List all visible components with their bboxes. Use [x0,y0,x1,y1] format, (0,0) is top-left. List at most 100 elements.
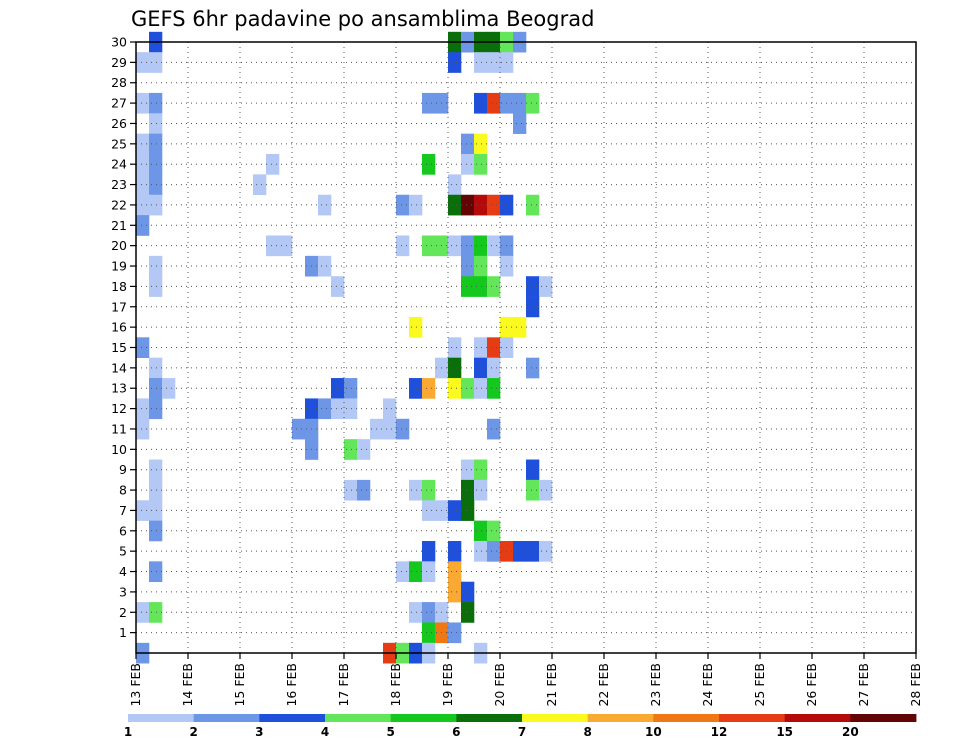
colorbar-label: 1 [124,725,132,739]
heatmap-cell [149,479,163,501]
heatmap-cell [474,154,488,175]
heatmap-cell [253,174,267,196]
heatmap-cell [292,418,306,440]
heatmap-cell [409,194,423,216]
heatmap-cell [344,378,358,399]
heatmap-cell [526,357,540,379]
heatmap-cell [461,154,475,175]
colorbar-label: 2 [189,725,197,739]
heatmap-cell [422,235,436,257]
y-tick-label: 6 [119,523,127,538]
heatmap-cell [487,540,501,562]
colorbar-swatch [653,714,720,722]
y-tick-label: 2 [119,605,127,620]
heatmap-cell [474,378,488,399]
heatmap-cell [266,235,280,257]
heatmap-cell [149,398,163,420]
y-tick-label: 7 [119,503,127,518]
y-tick-label: 30 [111,35,127,50]
heatmap-cell [474,255,488,277]
heatmap-cell [448,194,462,216]
heatmap-cell [136,154,150,175]
colorbar-swatch [325,714,392,722]
x-tick-label: 13 FEB [128,663,143,707]
y-tick-label: 14 [111,360,127,375]
x-tick-label: 20 FEB [492,663,507,707]
heatmap-cell [461,235,475,257]
heatmap-cell [357,479,371,501]
y-tick-label: 23 [111,177,127,192]
y-tick-label: 8 [119,483,127,498]
colorbar-swatch [456,714,523,722]
y-tick-label: 5 [119,544,127,559]
heatmap-cell [422,479,436,501]
x-tick-label: 14 FEB [180,663,195,707]
colorbar-label: 3 [255,725,263,739]
heatmap-cell [448,500,462,521]
heatmap-cell [461,479,475,501]
heatmap-cell [448,174,462,196]
colorbar-swatch [193,714,260,722]
heatmap-cell [474,459,488,481]
heatmap-cell [409,316,423,338]
heatmap-cell [149,92,163,114]
heatmap-cell [461,602,475,623]
x-tick-label: 25 FEB [752,663,767,707]
heatmap-cell [474,276,488,297]
heatmap-cell [526,479,540,501]
heatmap-cell [474,357,488,379]
heatmap-cell [461,276,475,297]
heatmap-cell [539,276,553,297]
x-tick-label: 28 FEB [908,663,923,707]
heatmap-cell [318,255,332,277]
heatmap-cell [487,337,501,358]
x-axis: 13 FEB 14 FEB 15 FEB 16 FEB 17 FEB 18 FEB 19 F… [128,653,923,707]
heatmap-cell [422,561,436,583]
heatmap-cell [474,92,488,114]
y-tick-label: 26 [111,116,127,131]
heatmap-cell [474,540,488,562]
heatmap-cell [513,113,527,134]
heatmap-cell [422,92,436,114]
heatmap-cell [162,378,176,399]
heatmap-cell [513,316,527,338]
heatmap-cell [149,357,163,379]
heatmap-cell [136,194,150,216]
y-tick-label: 3 [119,584,127,599]
heatmap-cell [448,378,462,399]
y-tick-label: 12 [111,401,127,416]
heatmap-cell [149,174,163,196]
heatmap-cell [422,500,436,521]
colorbar: 1 2 3 4 5 6 7 8 10 12 15 20 [124,714,917,739]
heatmap-cell [487,418,501,440]
heatmap-cell [526,540,540,562]
heatmap-cell [422,378,436,399]
x-tick-label: 16 FEB [284,663,299,707]
heatmap-cell [461,378,475,399]
heatmap-cell [487,52,501,73]
heatmap-cell [149,459,163,481]
heatmap-cell [266,154,280,175]
heatmap-cell [149,154,163,175]
colorbar-label: 8 [583,725,591,739]
heatmap-cell [149,113,163,134]
heatmap-cell [487,357,501,379]
heatmap-cell [149,52,163,73]
x-tick-label: 19 FEB [440,663,455,707]
heatmap-cells [136,31,553,664]
heatmap-cell [149,276,163,297]
heatmap-cell [344,398,358,420]
heatmap-cell [526,296,540,318]
heatmap-cell [526,459,540,481]
colorbar-label: 15 [776,725,793,739]
heatmap-cell [136,500,150,521]
heatmap-cell [149,378,163,399]
heatmap-cell [474,479,488,501]
colorbar-swatch [850,714,917,722]
heatmap-cell [461,459,475,481]
heatmap-cell [136,133,150,155]
heatmap-cell [383,398,397,420]
heatmap-cell [474,194,488,216]
heatmap-cell [526,92,540,114]
